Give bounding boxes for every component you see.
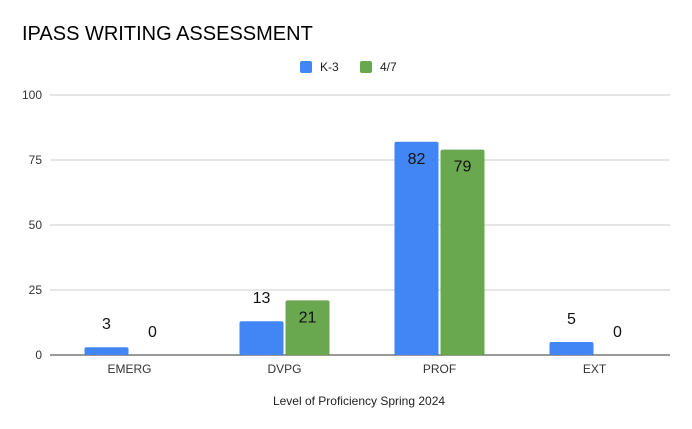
legend-swatch: [300, 61, 312, 73]
bar-K-3-prof: [394, 141, 439, 355]
bars: [84, 141, 594, 355]
data-label: 0: [613, 324, 622, 341]
bar-K-3-dvpg: [239, 321, 284, 355]
data-label: 21: [299, 309, 317, 326]
gridlines: [50, 94, 670, 356]
legend-swatch: [360, 61, 372, 73]
data-label: 13: [253, 290, 271, 307]
x-axis-label: Level of Proficiency Spring 2024: [273, 394, 445, 408]
legend-item: K-3: [300, 60, 339, 74]
y-tick-label: 25: [29, 283, 43, 297]
x-tick-label: EMERG: [107, 362, 151, 376]
legend-label: 4/7: [380, 60, 397, 74]
x-tick-label: DVPG: [267, 362, 301, 376]
bar-4-7-dvpg: [285, 300, 330, 355]
x-axis-ticks: EMERG DVPG PROF EXT: [107, 362, 606, 376]
legend-item: 4/7: [360, 60, 397, 74]
y-tick-label: 100: [22, 88, 42, 102]
y-axis-ticks: 0 25 50 75 100: [22, 88, 42, 362]
data-label: 0: [148, 324, 157, 341]
bar-4-7-prof: [440, 149, 485, 355]
y-tick-label: 50: [29, 218, 43, 232]
data-label: 82: [408, 151, 426, 168]
x-tick-label: PROF: [423, 362, 456, 376]
y-tick-label: 75: [29, 153, 43, 167]
data-labels: 3 0 13 21 82 79 5 0: [102, 151, 622, 341]
chart-title: IPASS WRITING ASSESSMENT: [22, 23, 313, 45]
data-label: 5: [567, 311, 576, 328]
legend-label: K-3: [320, 60, 339, 74]
bar-K-3-emerg: [84, 347, 129, 355]
y-tick-label: 0: [35, 348, 42, 362]
data-label: 79: [454, 159, 472, 176]
data-label: 3: [102, 316, 111, 333]
legend: K-3 4/7: [300, 60, 397, 74]
x-tick-label: EXT: [583, 362, 607, 376]
bar-K-3-ext: [549, 342, 594, 355]
